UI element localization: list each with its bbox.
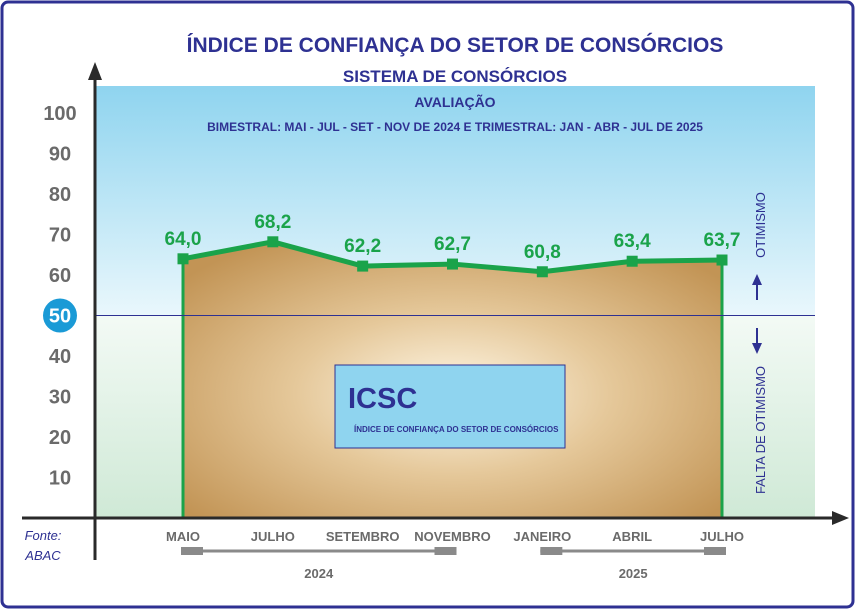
data-point-7 (716, 254, 728, 266)
icsc-full-name: ÍNDICE DE CONFIANÇA DO SETOR DE CONSÓRCI… (354, 425, 559, 434)
value-label-5: 60,8 (524, 242, 561, 263)
source-name: ABAC (24, 548, 61, 563)
x-tick-labels: MAIO JULHO SETEMBRO NOVEMBRO JANEIRO ABRIL JUL… (166, 529, 744, 544)
value-label-4: 62,7 (434, 234, 471, 255)
optimism-label: OTIMISMO (753, 192, 768, 258)
year-label-2025: 2025 (619, 566, 648, 581)
y-tick-label-50: 50 (49, 306, 71, 328)
y-tick-label-20: 20 (49, 427, 71, 449)
y-tick-label-70: 70 (49, 225, 71, 247)
lack-of-optimism-label: FALTA DE OTIMISMO (753, 366, 768, 494)
value-label-3: 62,2 (344, 236, 381, 257)
icsc-acronym: ICSC (348, 383, 417, 415)
y-tick-label-100: 100 (43, 103, 76, 125)
year-bar-start-2024 (181, 547, 203, 555)
x-tick-label-7: JULHO (700, 529, 744, 544)
y-tick-label-30: 30 (49, 387, 71, 409)
value-label-1: 64,0 (165, 229, 202, 250)
x-tick-label-5: JANEIRO (513, 529, 571, 544)
y-tick-label-80: 80 (49, 184, 71, 206)
chart-subtitle: SISTEMA DE CONSÓRCIOS (343, 67, 567, 86)
source-label: Fonte: (25, 528, 62, 543)
evaluation-label: AVALIAÇÃO (414, 93, 495, 110)
year-bar-end-2025 (704, 547, 726, 555)
x-axis-arrow (832, 511, 849, 525)
x-tick-label-2: JULHO (251, 529, 295, 544)
x-tick-label-4: NOVEMBRO (414, 529, 491, 544)
y-tick-label-90: 90 (49, 144, 71, 166)
y-tick-label-60: 60 (49, 265, 71, 287)
x-tick-label-6: ABRIL (612, 529, 652, 544)
y-tick-50-badge (43, 298, 77, 333)
year-groups: 2024 2025 (181, 547, 726, 581)
data-point-5 (536, 266, 548, 278)
year-bar-end-2024 (434, 547, 457, 555)
y-tick-label-10: 10 (49, 468, 71, 490)
chart-title: ÍNDICE DE CONFIANÇA DO SETOR DE CONSÓRCI… (187, 33, 724, 57)
year-label-2024: 2024 (304, 566, 334, 581)
value-labels: 64,0 68,2 62,2 62,7 60,8 63,4 63,7 (165, 212, 741, 263)
y-tick-label-40: 40 (49, 346, 71, 368)
y-tick-labels: 10 20 30 40 50 60 70 80 90 100 (43, 103, 77, 490)
value-label-7: 63,7 (704, 230, 741, 251)
x-tick-label-1: MAIO (166, 529, 200, 544)
y-axis-arrow (88, 62, 102, 80)
year-bar-start-2025 (540, 547, 563, 555)
data-markers (177, 236, 728, 278)
value-label-2: 68,2 (254, 212, 291, 233)
x-tick-label-3: SETEMBRO (326, 529, 400, 544)
optimism-arrow-icon (752, 274, 762, 285)
data-point-4 (447, 258, 458, 270)
data-point-1 (177, 253, 189, 265)
icsc-inset-box (334, 364, 566, 449)
value-label-6: 63,4 (614, 231, 651, 252)
data-point-2 (267, 236, 279, 248)
pessimism-arrow-icon (752, 343, 762, 354)
period-note: BIMESTRAL: MAI - JUL - SET - NOV DE 2024… (207, 120, 703, 134)
data-point-6 (626, 255, 638, 267)
data-point-3 (357, 260, 369, 272)
